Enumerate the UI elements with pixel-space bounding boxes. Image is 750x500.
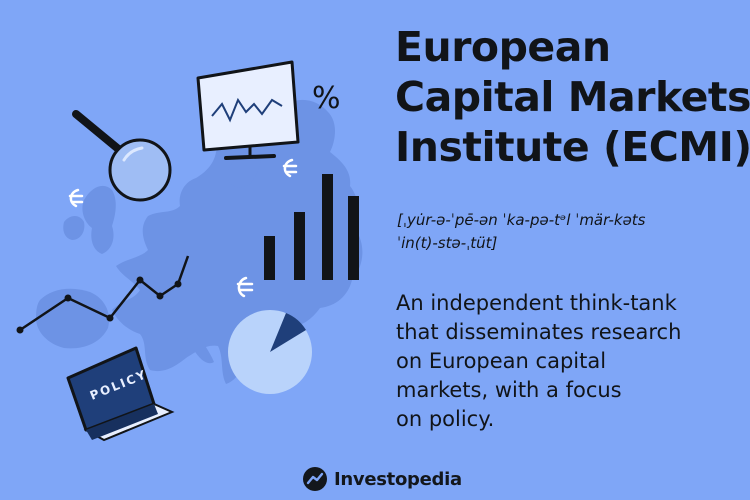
definition-line: markets, with a focus	[396, 378, 622, 402]
title-line: European	[395, 23, 611, 71]
pie-chart-icon	[228, 310, 312, 394]
illustration: % POLICY	[16, 60, 363, 442]
pronunciation-line: [ˌyu̇r-ə-ˈpē-ən ˈka-pə-tᵊl ˈmär-kəts	[397, 211, 646, 229]
title-line: Capital Markets	[395, 73, 750, 121]
percent-icon: %	[312, 81, 341, 116]
brand-name: Investopedia	[334, 468, 462, 490]
definition-line: on policy.	[396, 407, 495, 431]
brand-logo: Investopedia	[302, 466, 462, 492]
euro-sign-icon	[68, 158, 298, 298]
bar-chart-icon	[264, 174, 359, 280]
line-graph-icon	[16, 255, 190, 334]
definition-line: on European capital	[396, 349, 607, 373]
definition-line: An independent think-tank	[396, 291, 677, 315]
definition-line: that disseminates research	[396, 320, 682, 344]
monitor-chart-icon	[196, 60, 300, 160]
magnifying-glass-icon	[72, 110, 172, 202]
investopedia-logo-icon	[303, 467, 327, 491]
definition-text: An independent think-tank that dissemina…	[396, 289, 746, 434]
title-line: Institute (ECMI)	[395, 123, 750, 171]
pronunciation: [ˌyu̇r-ə-ˈpē-ən ˈka-pə-tᵊl ˈmär-kəts ˈin…	[397, 209, 742, 255]
page-title: European Capital Markets Institute (ECMI…	[395, 22, 750, 172]
policy-book-icon: POLICY	[66, 346, 175, 442]
pronunciation-line: ˈin(t)-stə-ˌtüt]	[397, 234, 498, 252]
